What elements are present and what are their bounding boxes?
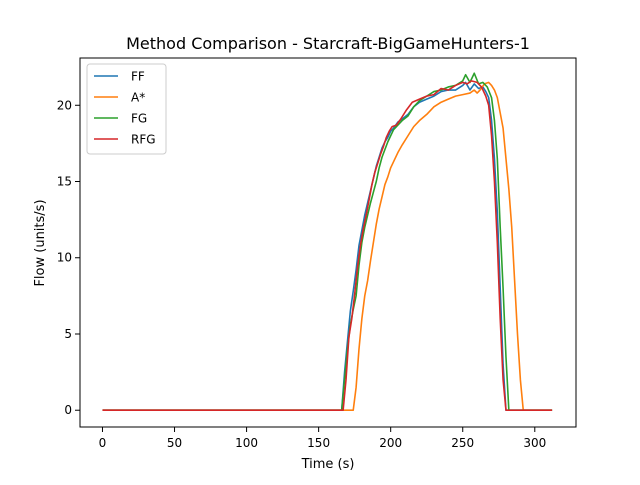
legend-box — [86, 63, 167, 155]
x-tick-label: 50 — [167, 436, 182, 450]
series-line-fg — [102, 72, 553, 412]
x-tick-label: 200 — [379, 436, 402, 450]
x-axis-label: Time (s) — [301, 457, 355, 472]
x-tick-label: 250 — [451, 436, 474, 450]
y-tick-label: 10 — [57, 251, 72, 265]
legend-label: A* — [131, 91, 145, 105]
axes-frame — [79, 57, 577, 428]
y-axis-label: Flow (units/s) — [33, 199, 48, 286]
series-line-ff — [102, 81, 553, 412]
y-tick-label: 0 — [64, 403, 72, 417]
series-line-rfg — [102, 80, 553, 412]
legend-label: FF — [131, 70, 145, 84]
series-line-a-star — [102, 81, 553, 412]
chart-title: Method Comparison - Starcraft-BigGameHun… — [126, 34, 530, 53]
legend-label: RFG — [131, 133, 156, 147]
y-tick-label: 20 — [57, 98, 72, 112]
y-tick-label: 15 — [57, 175, 72, 189]
plot-lines — [102, 72, 553, 412]
legend: FF A* FG RFG — [86, 63, 167, 155]
y-tick-label: 5 — [64, 327, 72, 341]
legend-label: FG — [131, 112, 147, 126]
axis-ticks: 0 50 100 150 200 250 300 0 5 10 15 20 — [57, 98, 547, 450]
x-tick-label: 100 — [235, 436, 258, 450]
x-tick-label: 0 — [99, 436, 107, 450]
x-tick-label: 300 — [523, 436, 546, 450]
x-tick-label: 150 — [307, 436, 330, 450]
